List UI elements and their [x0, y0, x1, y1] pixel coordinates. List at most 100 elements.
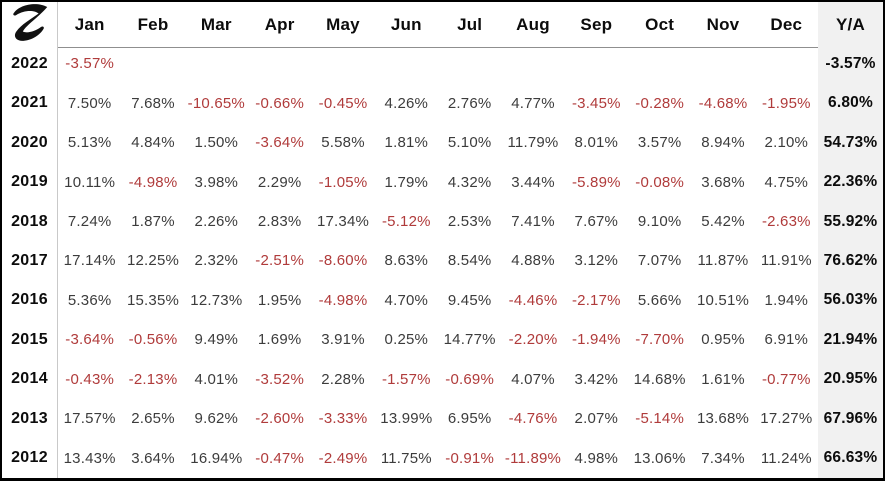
cell-2014-mar: 4.01% [194, 370, 239, 388]
row-year: 2017 [2, 241, 58, 281]
cell-2012-mar: 16.94% [190, 449, 243, 467]
cell-2014-apr: -3.52% [255, 370, 305, 388]
cell-2018-may: 17.34% [316, 213, 370, 231]
cell-2016-oct: 5.66% [637, 291, 682, 309]
row-yearly-return: 6.80% [817, 83, 883, 123]
cell-2017-dec: 11.91% [760, 252, 812, 270]
cell-2022-jan: -3.57% [65, 55, 115, 73]
cell-2013-jan: 17.57% [63, 410, 116, 428]
cell-2021-mar: -10.65% [187, 94, 245, 112]
cell-2020-jan: 5.13% [67, 134, 112, 152]
cell-2013-dec: 17.27% [760, 410, 813, 428]
table-row: 2020 5.13% 4.84% 1.50% -3.64% 5.58% 1.81% 5.10%… [2, 122, 883, 163]
cell-2016-sep: -2.17% [571, 291, 621, 309]
cell-2016-nov: 10.51% [696, 291, 750, 309]
column-header-dec: Dec [754, 2, 818, 48]
cell-2020-dec: 2.10% [764, 134, 809, 152]
column-header-may: May [311, 2, 375, 48]
brand-swoosh-logo-icon [12, 4, 47, 41]
cell-2014-jun: -1.57% [381, 370, 431, 388]
cell-2013-feb: 2.65% [131, 410, 175, 428]
cell-2017-nov: 11.87% [697, 252, 749, 270]
cell-2015-apr: 1.69% [257, 331, 302, 349]
row-yearly-return: 21.94% [817, 320, 883, 360]
cell-2020-sep: 8.01% [574, 134, 619, 152]
row-yearly-return: 66.63% [817, 438, 883, 478]
cell-2013-may: -3.33% [318, 410, 368, 428]
column-header-jul: Jul [437, 2, 502, 48]
cell-2019-oct: -0.08% [635, 173, 685, 191]
cell-2020-may: 5.58% [321, 134, 365, 152]
cell-2022-dec [755, 44, 818, 83]
cell-2022-apr [248, 44, 311, 83]
cell-2013-mar: 9.62% [194, 410, 239, 428]
cell-2012-aug: -11.89% [504, 449, 562, 467]
cell-2018-sep: 7.67% [574, 213, 619, 231]
table-row: 2013 17.57% 2.65% 9.62% -2.60% -3.33% 13.99% 6.… [2, 399, 883, 439]
cell-2016-mar: 12.73% [190, 291, 243, 309]
column-header-jun: Jun [374, 2, 438, 48]
cell-2019-jan: 10.11% [64, 173, 116, 191]
cell-2014-oct: 14.68% [633, 370, 686, 388]
cell-2019-feb: -4.98% [128, 173, 178, 191]
cell-2021-nov: -4.68% [698, 94, 748, 112]
cell-2016-may: -4.98% [318, 291, 368, 309]
cell-2019-nov: 3.68% [701, 173, 745, 191]
cell-2014-nov: 1.61% [701, 370, 745, 388]
cell-2020-feb: 4.84% [131, 134, 175, 152]
cell-2021-jun: 4.26% [384, 94, 429, 112]
cell-2018-jun: -5.12% [381, 213, 431, 231]
cell-2015-sep: -1.94% [571, 331, 621, 349]
row-yearly-return: -3.57% [817, 44, 883, 84]
cell-2017-aug: 4.88% [511, 252, 555, 270]
row-year: 2012 [2, 438, 58, 478]
cell-2018-aug: 7.41% [511, 213, 555, 231]
cell-2014-sep: 3.42% [574, 370, 619, 388]
cell-2020-aug: 11.79% [507, 134, 559, 152]
cell-2017-apr: -2.51% [255, 252, 305, 270]
table-row: 2017 17.14% 12.25% 2.32% -2.51% -8.60% 8.63% 8.… [2, 241, 883, 281]
cell-2022-jun [375, 44, 438, 83]
cell-2021-feb: 7.68% [131, 94, 175, 112]
cell-2012-nov: 7.34% [701, 449, 745, 467]
cell-2017-mar: 2.32% [194, 252, 239, 270]
cell-2018-nov: 5.42% [701, 213, 745, 231]
column-header-feb: Feb [121, 2, 185, 48]
row-year: 2014 [2, 359, 58, 400]
row-year: 2022 [2, 44, 58, 84]
cell-2013-jun: 13.99% [380, 410, 433, 428]
cell-2022-sep [565, 44, 628, 83]
cell-2012-dec: 11.24% [760, 449, 812, 467]
cell-2015-nov: 0.95% [701, 331, 745, 349]
row-yearly-return: 20.95% [817, 359, 883, 400]
table-row: 2022 -3.57% -3.57% [2, 44, 883, 84]
cell-2021-dec: -1.95% [761, 94, 811, 112]
cell-2019-dec: 4.75% [764, 173, 809, 191]
column-header-aug: Aug [501, 2, 565, 48]
cell-2021-oct: -0.28% [635, 94, 685, 112]
cell-2019-sep: -5.89% [571, 173, 621, 191]
cell-2017-may: -8.60% [318, 252, 368, 270]
table-row: 2021 7.50% 7.68% -10.65% -0.66% -0.45% 4.26% 2.… [2, 83, 883, 123]
cell-2014-feb: -2.13% [128, 370, 178, 388]
cell-2012-jun: 11.75% [380, 449, 432, 467]
row-yearly-return: 22.36% [817, 162, 883, 202]
cell-2013-sep: 2.07% [574, 410, 619, 428]
cell-2015-aug: -2.20% [508, 331, 558, 349]
cell-2017-oct: 7.07% [637, 252, 682, 270]
cell-2020-jul: 5.10% [447, 134, 492, 152]
cell-2018-jul: 2.53% [447, 213, 492, 231]
column-header-apr: Apr [247, 2, 312, 48]
cell-2019-jul: 4.32% [447, 173, 492, 191]
row-year: 2016 [2, 280, 58, 321]
row-year: 2019 [2, 162, 58, 202]
cell-2014-may: 2.28% [321, 370, 365, 388]
column-header-oct: Oct [627, 2, 692, 48]
cell-2022-may [311, 44, 374, 83]
cell-2018-jan: 7.24% [67, 213, 112, 231]
cell-2022-oct [628, 44, 691, 83]
row-year: 2020 [2, 122, 58, 163]
cell-2012-apr: -0.47% [255, 449, 305, 467]
logo-cell [2, 2, 58, 48]
cell-2022-aug [501, 44, 564, 83]
